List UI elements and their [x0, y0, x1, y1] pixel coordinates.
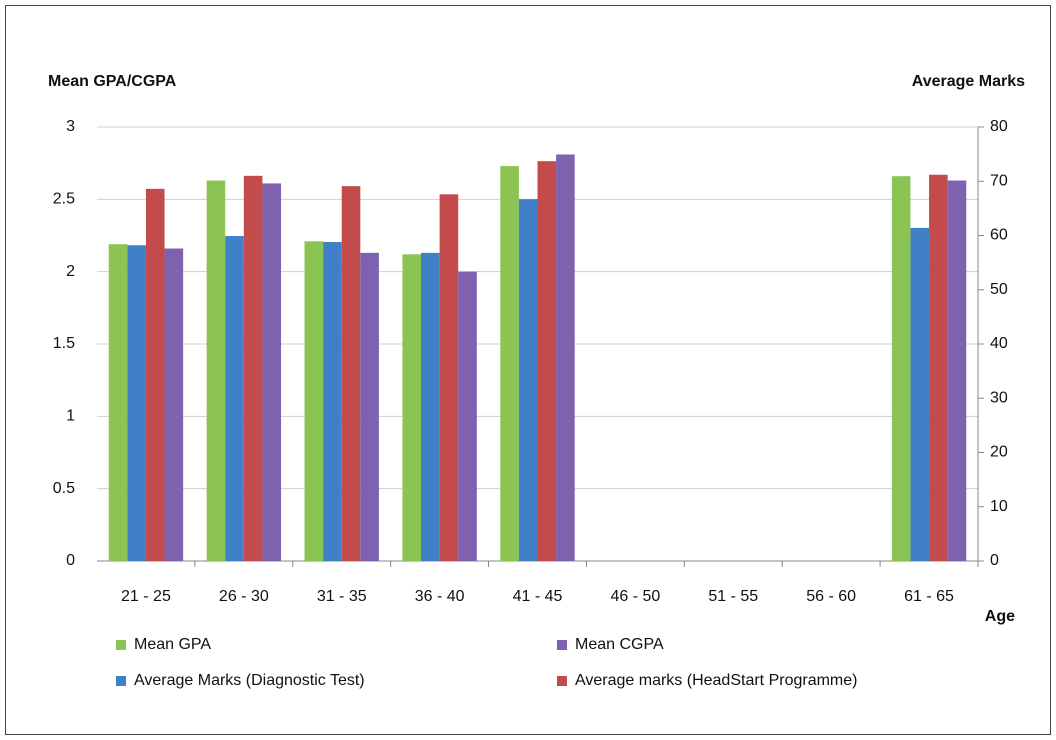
bar [360, 252, 379, 562]
y-axis-title: Mean GPA/CGPA [48, 73, 177, 90]
bar [225, 236, 244, 562]
bar [304, 241, 324, 561]
legend-swatch [116, 676, 126, 686]
y-tick-label: 1 [66, 408, 75, 425]
bar [458, 271, 477, 561]
y-tick-label: 1.5 [53, 335, 75, 352]
bar [929, 174, 948, 562]
bar [127, 245, 146, 561]
bar [537, 161, 557, 562]
legend-label: Mean GPA [134, 636, 211, 653]
bar [206, 180, 226, 561]
y2-tick-label: 60 [990, 227, 1008, 244]
x-tick-label: 21 - 25 [121, 588, 171, 605]
y2-tick-label: 20 [990, 444, 1008, 461]
x-tick-label: 56 - 60 [806, 588, 856, 605]
legend-swatch [116, 640, 126, 650]
bar [243, 175, 263, 561]
y-tick-label: 2 [66, 263, 75, 280]
bar [323, 242, 342, 561]
y2-tick-label: 10 [990, 498, 1008, 515]
bar [145, 188, 165, 561]
y2-tick-label: 40 [990, 335, 1008, 352]
y2-tick-label: 70 [990, 172, 1008, 189]
y2-tick-label: 50 [990, 281, 1008, 298]
bar [262, 183, 282, 562]
legend-swatch [557, 640, 567, 650]
x-tick-label: 36 - 40 [415, 588, 465, 605]
bar [164, 248, 184, 561]
bar [341, 186, 361, 561]
y-tick-label: 0.5 [53, 480, 75, 497]
bar [439, 194, 459, 561]
bar [500, 166, 519, 561]
y2-tick-label: 0 [990, 552, 999, 569]
x-tick-label: 31 - 35 [317, 588, 367, 605]
legend-swatch [557, 676, 567, 686]
x-tick-label: 46 - 50 [610, 588, 660, 605]
bar [947, 180, 967, 561]
y-tick-label: 2.5 [53, 191, 75, 208]
bar [518, 199, 538, 561]
x-tick-label: 61 - 65 [904, 588, 954, 605]
legend-label: Average marks (HeadStart Programme) [575, 672, 857, 689]
bar [402, 254, 422, 561]
bar [556, 154, 575, 561]
y2-tick-label: 30 [990, 389, 1008, 406]
y2-axis-title: Average Marks [912, 73, 1025, 90]
bar [910, 227, 930, 561]
bar [891, 176, 911, 562]
legend-label: Average Marks (Diagnostic Test) [134, 672, 365, 689]
bar [108, 244, 128, 561]
x-tick-label: 41 - 45 [513, 588, 563, 605]
x-tick-label: 51 - 55 [708, 588, 758, 605]
x-tick-label: 26 - 30 [219, 588, 269, 605]
legend-label: Mean CGPA [575, 636, 664, 653]
y2-tick-label: 80 [990, 118, 1008, 135]
bar [421, 252, 440, 562]
y-tick-label: 0 [66, 552, 75, 569]
x-axis-title: Age [985, 608, 1015, 625]
y-tick-label: 3 [66, 118, 75, 135]
